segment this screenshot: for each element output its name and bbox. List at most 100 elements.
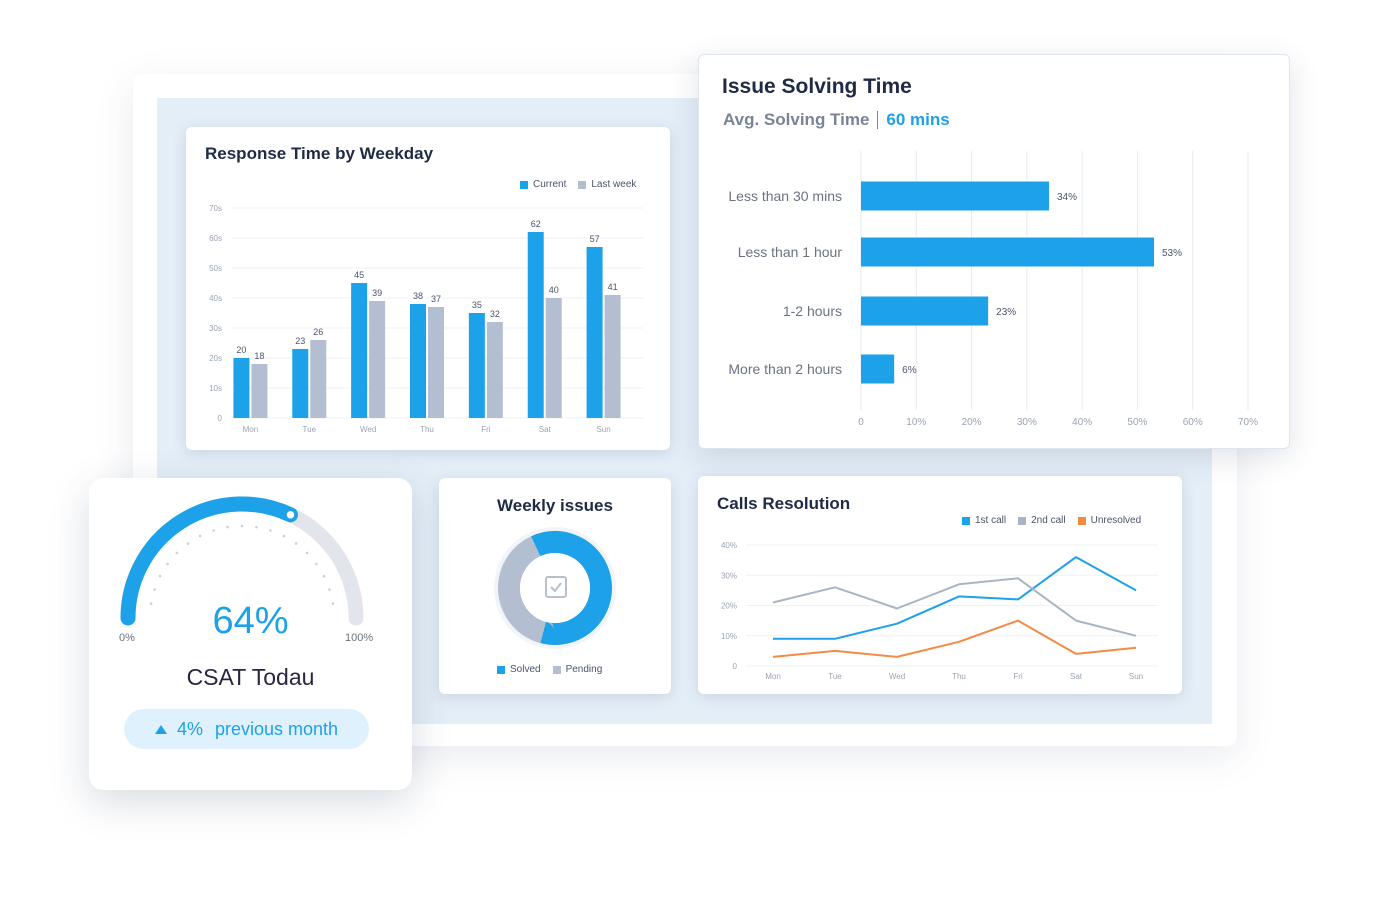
y-tick-label: 20s bbox=[209, 354, 222, 363]
x-tick-label: Sun bbox=[596, 425, 610, 434]
legend-pending-label: Pending bbox=[565, 664, 603, 675]
x-tick-label: 0 bbox=[858, 417, 864, 428]
bar-current bbox=[527, 232, 544, 418]
x-tick-label: 20% bbox=[962, 417, 982, 428]
csat-card: 0% 100% 64% CSAT Todau 4% previous month bbox=[89, 478, 412, 790]
gauge-tick-dot bbox=[269, 529, 272, 532]
gauge-tick-dot bbox=[198, 534, 202, 538]
data-label: 34% bbox=[1057, 192, 1077, 203]
y-tick-label: 30s bbox=[209, 324, 222, 333]
bar-current bbox=[468, 313, 485, 418]
response-time-title: Response Time by Weekday bbox=[205, 144, 434, 163]
x-tick-label: Sun bbox=[1129, 672, 1143, 681]
bar-issue bbox=[861, 181, 1049, 211]
avg-solving-value: 60 mins bbox=[886, 110, 950, 129]
gauge-tick-dot bbox=[166, 562, 169, 566]
y-category-label: 1-2 hours bbox=[783, 303, 842, 319]
response-time-chart: 0 10s 20s 30s 40s 50s 60s 70s 20 18 Mon 23 26 Tue 45 39… bbox=[209, 204, 643, 434]
data-label: 23 bbox=[295, 336, 305, 346]
gauge-tick-dot bbox=[282, 534, 286, 538]
legend-swatch-unresolved bbox=[1077, 516, 1086, 525]
bar-last-week bbox=[428, 307, 444, 418]
legend-unresolved-label: Unresolved bbox=[1090, 515, 1142, 526]
gauge-tick-dot bbox=[226, 525, 229, 529]
y-tick-label: 50s bbox=[209, 264, 222, 273]
y-category-label: Less than 1 hour bbox=[738, 244, 843, 260]
avg-separator bbox=[877, 111, 879, 129]
avg-solving-time: Avg. Solving Time 60 mins bbox=[723, 110, 950, 130]
csat-change-badge: 4% previous month bbox=[124, 709, 369, 749]
y-tick-label: 10s bbox=[209, 384, 222, 393]
weekly-issues-card: Weekly issues Solved Pending bbox=[439, 478, 671, 694]
data-label: 57 bbox=[590, 234, 600, 244]
gauge-tick-dot bbox=[175, 551, 179, 555]
legend-current-label: Current bbox=[533, 179, 567, 190]
legend-swatch-pending bbox=[552, 665, 561, 674]
gauge-tick-dot bbox=[315, 562, 318, 566]
response-time-legend: Current Last week bbox=[520, 179, 636, 190]
data-label: 20 bbox=[236, 345, 246, 355]
x-tick-label: Tue bbox=[828, 672, 842, 681]
gauge-tick-dot bbox=[322, 574, 326, 578]
x-tick-label: Sat bbox=[539, 425, 552, 434]
bar-last-week bbox=[310, 340, 327, 418]
x-tick-label: 50% bbox=[1127, 417, 1147, 428]
weekly-issues-title: Weekly issues bbox=[497, 496, 613, 515]
gauge-tick-dot bbox=[240, 524, 244, 528]
x-tick-label: 30% bbox=[1017, 417, 1037, 428]
gauge-max-label: 100% bbox=[345, 632, 374, 644]
legend-solved-label: Solved bbox=[510, 664, 541, 675]
bar-current bbox=[351, 283, 368, 418]
gauge-min-label: 0% bbox=[119, 632, 135, 644]
y-tick-label: 70s bbox=[209, 204, 222, 213]
bar-last-week bbox=[545, 298, 562, 418]
data-label: 45 bbox=[354, 270, 364, 280]
checkbox-icon bbox=[545, 576, 567, 598]
legend-unresolved: Unresolved bbox=[1077, 515, 1142, 526]
y-category-label: Less than 30 mins bbox=[728, 188, 842, 204]
x-tick-label: 60% bbox=[1183, 417, 1203, 428]
x-tick-label: Wed bbox=[889, 672, 905, 681]
gauge-tick-dot bbox=[186, 542, 190, 545]
y-tick-label: 30% bbox=[721, 571, 737, 580]
legend-first-call-label: 1st call bbox=[975, 515, 1007, 526]
issue-solving-title: Issue Solving Time bbox=[722, 75, 912, 98]
data-label: 18 bbox=[254, 351, 264, 361]
csat-gauge bbox=[120, 496, 364, 626]
x-tick-label: 70% bbox=[1238, 417, 1258, 428]
legend-swatch-solved bbox=[497, 665, 505, 674]
y-tick-label: 20% bbox=[721, 602, 737, 611]
line-2nd-call bbox=[772, 577, 1137, 637]
bar-issue bbox=[861, 296, 989, 326]
bar-current bbox=[233, 358, 250, 418]
data-label: 32 bbox=[490, 309, 500, 319]
calls-resolution-card: Calls Resolution 1st call 2nd call Unres… bbox=[698, 476, 1182, 694]
response-time-card: Response Time by Weekday Current Last we… bbox=[186, 127, 670, 450]
data-label: 26 bbox=[313, 327, 323, 337]
calls-resolution-chart: 0 10% 20% 30% 40% Mon Tue Wed Thu Fri Sat Sun bbox=[721, 541, 1158, 681]
x-tick-label: Sat bbox=[1070, 672, 1083, 681]
data-label: 41 bbox=[608, 282, 618, 292]
x-tick-label: Fri bbox=[481, 425, 491, 434]
bar-current bbox=[292, 349, 309, 418]
gauge-tick-dot bbox=[149, 602, 153, 605]
x-tick-label: 40% bbox=[1072, 417, 1092, 428]
gauge-tick-dot bbox=[331, 602, 335, 605]
y-tick-label: 40% bbox=[721, 541, 737, 550]
line-unresolved bbox=[772, 619, 1137, 658]
csat-change-value: 4% bbox=[176, 718, 203, 739]
gauge-tick-dot bbox=[328, 588, 331, 591]
donut-hole bbox=[520, 553, 590, 623]
issue-solving-card: Issue Solving Time Avg. Solving Time 60 … bbox=[698, 54, 1290, 449]
weekly-issues-legend: Solved Pending bbox=[497, 664, 602, 675]
legend-solved: Solved bbox=[497, 664, 541, 675]
y-tick-label: 10% bbox=[721, 632, 737, 641]
bar-last-week bbox=[369, 301, 386, 418]
y-tick-label: 60s bbox=[209, 234, 222, 243]
y-tick-label: 40s bbox=[209, 294, 222, 303]
csat-change-label: previous month bbox=[214, 718, 339, 739]
bar-issue bbox=[861, 237, 1155, 267]
weekly-issues-donut bbox=[494, 527, 616, 649]
data-label: 38 bbox=[413, 291, 423, 301]
legend-first-call: 1st call bbox=[962, 515, 1006, 526]
